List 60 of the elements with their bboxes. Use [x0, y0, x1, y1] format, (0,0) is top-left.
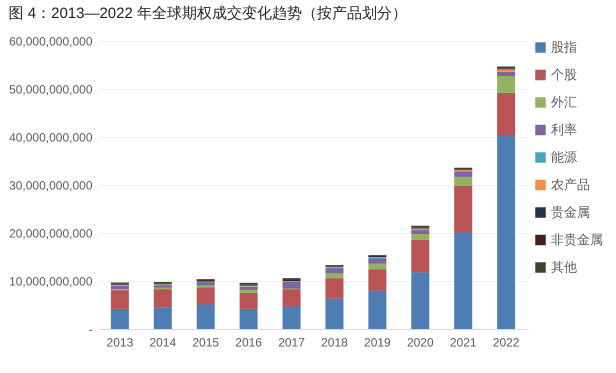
- y-tick-label: -: [88, 322, 92, 336]
- legend-label: 股指: [551, 40, 577, 54]
- bar: [368, 290, 386, 329]
- x-tick-label: 2016: [235, 336, 262, 350]
- bar: [110, 308, 129, 329]
- bar: [110, 290, 129, 309]
- bar: [454, 176, 472, 186]
- bar: [196, 287, 215, 305]
- legend-label: 个股: [551, 67, 577, 82]
- bar: [497, 72, 516, 76]
- bar: [154, 307, 172, 329]
- legend-label: 农产品: [551, 177, 590, 192]
- x-tick-label: 2018: [321, 336, 348, 350]
- legend-label: 能源: [551, 150, 577, 164]
- bar: [196, 282, 215, 286]
- y-tick-label: 60,000,000,000: [9, 34, 93, 48]
- bar: [497, 76, 516, 93]
- x-tick-label: 2019: [364, 336, 392, 350]
- y-tick-label: 10,000,000,000: [9, 274, 93, 288]
- x-tick-label: 2017: [278, 336, 306, 350]
- y-tick-label: 20,000,000,000: [9, 226, 93, 240]
- bar: [411, 234, 430, 240]
- bar: [282, 282, 301, 289]
- legend-label: 贵金属: [551, 204, 590, 220]
- bar: [497, 92, 516, 136]
- bar: [240, 308, 258, 329]
- bar: [411, 240, 430, 272]
- x-tick-label: 2014: [149, 336, 176, 350]
- bar: [325, 278, 344, 299]
- x-tick-label: 2015: [192, 336, 220, 350]
- bar: [196, 304, 215, 329]
- bar: [240, 293, 258, 309]
- bar: [368, 258, 386, 264]
- legend-label: 非贵金属: [551, 232, 603, 247]
- bar: [325, 298, 344, 329]
- y-tick-label: 40,000,000,000: [9, 130, 93, 144]
- legend-label: 其他: [551, 260, 577, 274]
- bar: [411, 272, 430, 329]
- legend-label: 外汇: [551, 94, 577, 110]
- bar: [282, 306, 301, 329]
- bar: [497, 136, 516, 329]
- x-tick-label: 2021: [450, 336, 477, 350]
- bar: [368, 264, 386, 270]
- chart-title: 图 4：2013—2022 年全球期权成交变化趋势（按产品划分）: [8, 5, 408, 22]
- x-tick-label: 2020: [406, 336, 434, 350]
- bar: [240, 290, 258, 293]
- bar: [325, 268, 344, 274]
- bar: [325, 273, 344, 278]
- bar: [411, 230, 430, 234]
- legend-label: 利率: [551, 122, 577, 137]
- y-tick-label: 50,000,000,000: [9, 82, 93, 96]
- bar: [454, 172, 472, 177]
- bar: [454, 186, 472, 233]
- x-tick-label: 2022: [492, 336, 520, 350]
- x-tick-label: 2013: [106, 336, 134, 350]
- bar: [454, 232, 472, 329]
- bar: [282, 289, 301, 306]
- bar: [154, 289, 172, 308]
- bar: [368, 269, 386, 291]
- y-tick-label: 30,000,000,000: [9, 178, 93, 192]
